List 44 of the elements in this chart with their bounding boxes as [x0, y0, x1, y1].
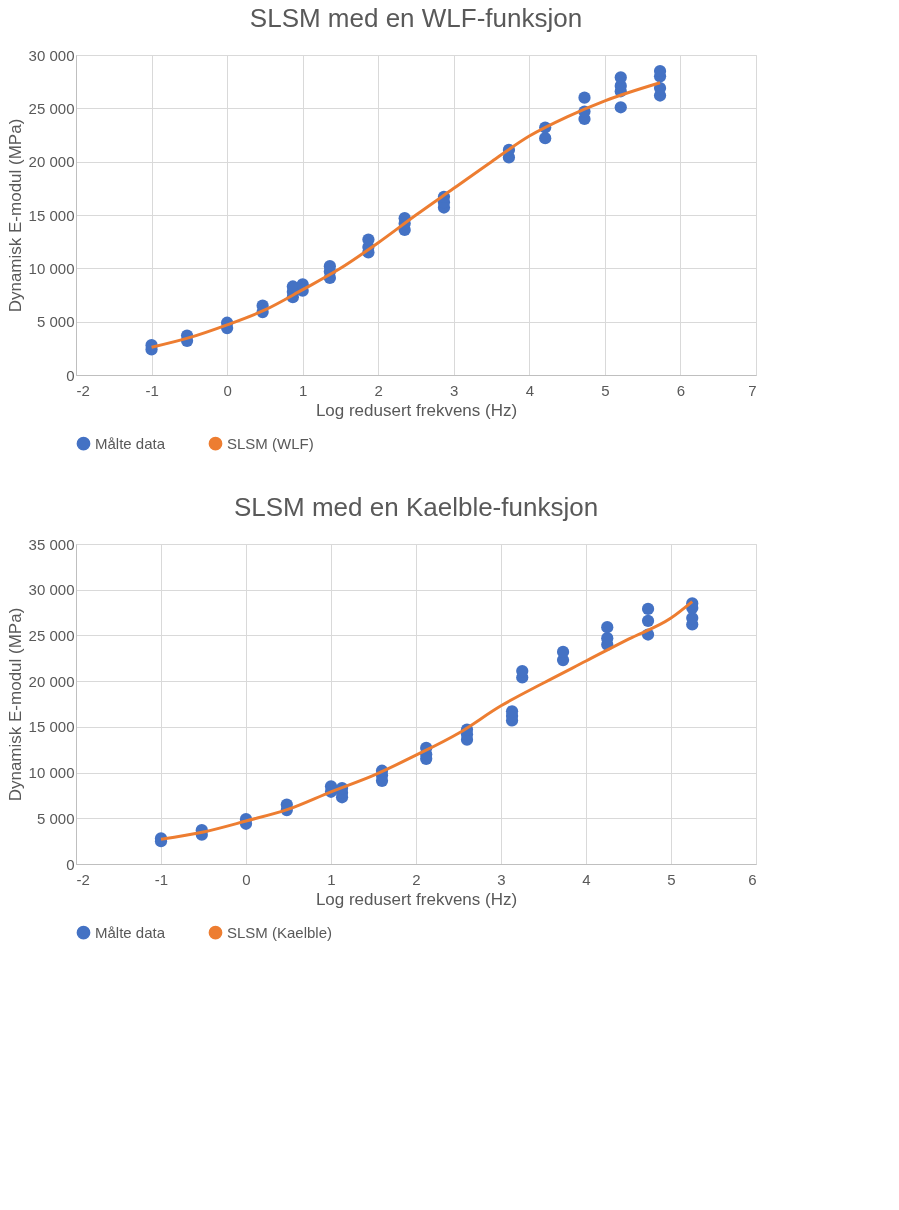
y-tick-label: 25 000 — [28, 99, 75, 117]
y-tick-label: 15 000 — [28, 206, 75, 224]
x-tick-label: 1 — [298, 381, 308, 399]
x-tick-label: 3 — [497, 870, 506, 888]
y-tick-label: 15 000 — [28, 718, 75, 736]
x-tick-label: -1 — [145, 381, 159, 399]
x-tick-label: 5 — [667, 870, 676, 888]
y-tick-label: 20 000 — [28, 153, 75, 171]
x-tick-label: 6 — [748, 870, 757, 888]
y-tick-label: 0 — [66, 855, 75, 873]
y-tick-label: 20 000 — [28, 672, 75, 690]
x-tick-label: 6 — [676, 381, 686, 399]
x-axis-title: Log redusert frekvens (Hz) — [315, 400, 518, 420]
y-tick-label: 30 000 — [28, 581, 75, 599]
y-axis-title: Dynamisk E-modul (MPa) — [5, 607, 25, 802]
y-tick-label: 10 000 — [28, 259, 75, 277]
x-axis-title: Log redusert frekvens (Hz) — [315, 889, 518, 909]
x-tick-label: -1 — [154, 870, 169, 888]
x-tick-label: 4 — [525, 381, 535, 399]
legend-label: SLSM (Kaelble) — [227, 923, 333, 941]
y-tick-label: 0 — [66, 366, 75, 384]
x-tick-label: 0 — [223, 381, 232, 399]
chart-title: SLSM med en Kaelble-funksjon — [233, 492, 599, 522]
chart-title: SLSM med en WLF-funksjon — [249, 3, 583, 33]
x-tick-label: -2 — [76, 870, 90, 888]
y-tick-label: 30 000 — [28, 46, 75, 64]
y-axis-title: Dynamisk E-modul (MPa) — [5, 118, 25, 313]
x-tick-label: 0 — [242, 870, 251, 888]
x-tick-label: 2 — [412, 870, 421, 888]
x-tick-label: 4 — [582, 870, 591, 888]
x-tick-label: 2 — [374, 381, 383, 399]
legend-label: Målte data — [95, 434, 166, 452]
x-tick-label: 1 — [327, 870, 336, 888]
y-tick-label: 35 000 — [28, 535, 75, 553]
legend-label: SLSM (WLF) — [227, 434, 314, 452]
y-tick-label: 10 000 — [28, 764, 75, 782]
y-tick-label: 5 000 — [36, 313, 75, 331]
x-tick-label: 3 — [450, 381, 459, 399]
x-tick-label: -2 — [76, 381, 90, 399]
x-tick-label: 7 — [748, 381, 757, 399]
y-tick-label: 5 000 — [36, 809, 75, 827]
x-tick-label: 5 — [601, 381, 610, 399]
y-tick-label: 25 000 — [28, 626, 75, 644]
legend-label: Målte data — [95, 923, 166, 941]
